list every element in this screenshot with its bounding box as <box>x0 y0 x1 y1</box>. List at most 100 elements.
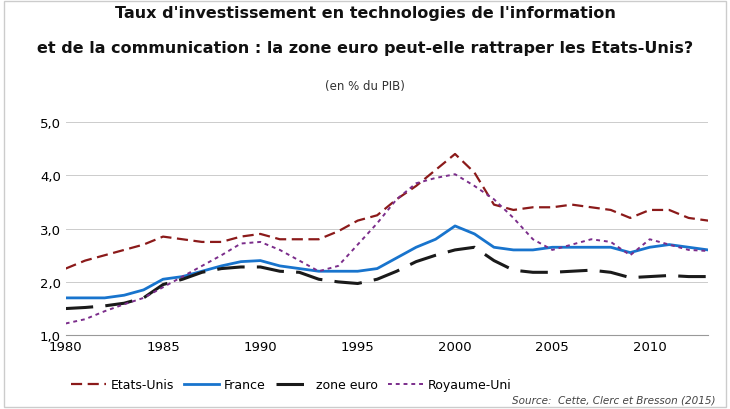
zone euro <box>158 282 167 287</box>
Etats-Unis <box>450 152 459 157</box>
Line: Royaume-Uni: Royaume-Uni <box>66 175 708 324</box>
zone euro <box>81 305 90 310</box>
zone euro <box>509 268 518 273</box>
Etats-Unis <box>490 203 499 208</box>
Line: Etats-Unis: Etats-Unis <box>66 155 708 269</box>
France <box>295 267 304 272</box>
Etats-Unis <box>178 237 187 242</box>
Royaume-Uni <box>158 285 167 290</box>
zone euro <box>198 270 207 275</box>
France <box>315 269 323 274</box>
zone euro <box>392 269 401 274</box>
zone euro <box>100 303 109 308</box>
Etats-Unis <box>684 216 693 221</box>
Royaume-Uni <box>139 296 148 301</box>
Etats-Unis <box>392 198 401 202</box>
Etats-Unis <box>61 267 70 272</box>
zone euro <box>490 258 499 263</box>
Royaume-Uni <box>567 243 576 247</box>
Etats-Unis <box>217 240 226 245</box>
zone euro <box>412 260 420 265</box>
zone euro <box>275 269 284 274</box>
Royaume-Uni <box>490 198 499 202</box>
zone euro <box>431 253 440 258</box>
Etats-Unis <box>509 208 518 213</box>
France <box>256 258 265 263</box>
France <box>139 288 148 293</box>
France <box>587 245 596 250</box>
zone euro <box>353 281 362 286</box>
France <box>217 264 226 269</box>
zone euro <box>178 277 187 282</box>
Royaume-Uni <box>548 248 557 253</box>
France <box>470 232 479 237</box>
Line: zone euro: zone euro <box>66 247 708 309</box>
France <box>626 250 634 255</box>
France <box>529 248 537 253</box>
zone euro <box>529 270 537 275</box>
Royaume-Uni <box>684 248 693 253</box>
France <box>450 224 459 229</box>
France <box>665 243 674 247</box>
Etats-Unis <box>470 171 479 176</box>
France <box>334 269 342 274</box>
Royaume-Uni <box>61 321 70 326</box>
Royaume-Uni <box>120 302 128 307</box>
France <box>158 277 167 282</box>
France <box>178 274 187 279</box>
Etats-Unis <box>626 216 634 221</box>
zone euro <box>607 270 615 275</box>
France <box>198 269 207 274</box>
zone euro <box>704 274 712 279</box>
Royaume-Uni <box>237 241 245 246</box>
France <box>120 293 128 298</box>
Etats-Unis <box>548 205 557 210</box>
France <box>81 296 90 301</box>
zone euro <box>256 265 265 270</box>
Royaume-Uni <box>392 198 401 202</box>
zone euro <box>587 268 596 273</box>
Etats-Unis <box>645 208 654 213</box>
Royaume-Uni <box>295 258 304 263</box>
zone euro <box>120 301 128 306</box>
Text: Source:  Cette, Clerc et Bresson (2015): Source: Cette, Clerc et Bresson (2015) <box>512 395 715 405</box>
Royaume-Uni <box>529 237 537 242</box>
Etats-Unis <box>607 208 615 213</box>
Royaume-Uni <box>509 216 518 221</box>
Etats-Unis <box>100 253 109 258</box>
France <box>684 245 693 250</box>
Royaume-Uni <box>626 253 634 258</box>
France <box>392 256 401 261</box>
Royaume-Uni <box>431 176 440 181</box>
Etats-Unis <box>412 184 420 189</box>
Royaume-Uni <box>315 269 323 274</box>
Royaume-Uni <box>100 309 109 314</box>
zone euro <box>61 306 70 311</box>
Etats-Unis <box>256 232 265 237</box>
France <box>237 260 245 265</box>
zone euro <box>450 248 459 253</box>
Etats-Unis <box>120 248 128 253</box>
zone euro <box>217 267 226 272</box>
Text: et de la communication : la zone euro peut-elle rattraper les Etats-Unis?: et de la communication : la zone euro pe… <box>37 41 693 56</box>
France <box>490 245 499 250</box>
Royaume-Uni <box>334 264 342 269</box>
Royaume-Uni <box>373 221 382 226</box>
Royaume-Uni <box>81 317 90 322</box>
Etats-Unis <box>295 237 304 242</box>
Etats-Unis <box>373 213 382 218</box>
France <box>412 245 420 250</box>
Royaume-Uni <box>217 253 226 258</box>
Etats-Unis <box>237 235 245 240</box>
Royaume-Uni <box>587 237 596 242</box>
Etats-Unis <box>567 203 576 208</box>
zone euro <box>567 269 576 274</box>
France <box>373 267 382 272</box>
zone euro <box>237 265 245 270</box>
zone euro <box>645 274 654 279</box>
Royaume-Uni <box>665 243 674 247</box>
Royaume-Uni <box>607 240 615 245</box>
zone euro <box>626 276 634 281</box>
Etats-Unis <box>665 208 674 213</box>
Royaume-Uni <box>470 184 479 189</box>
